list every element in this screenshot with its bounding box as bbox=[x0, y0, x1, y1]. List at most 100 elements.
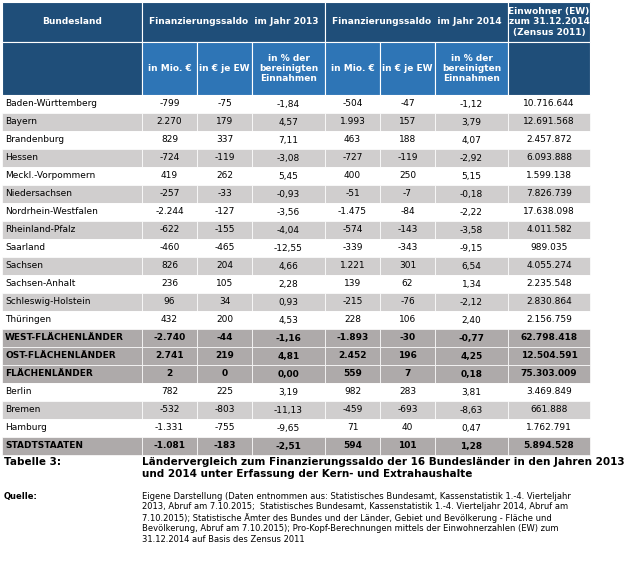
Bar bbox=[142, 329, 197, 347]
Text: Finanzierungssaldo  im Jahr 2013: Finanzierungssaldo im Jahr 2013 bbox=[149, 18, 318, 26]
Text: 400: 400 bbox=[344, 171, 361, 180]
Bar bbox=[197, 257, 252, 275]
Text: -0,77: -0,77 bbox=[458, 333, 484, 342]
Bar bbox=[142, 239, 197, 257]
Text: 62.798.418: 62.798.418 bbox=[521, 333, 578, 342]
Bar bbox=[508, 113, 590, 131]
Bar bbox=[435, 257, 508, 275]
Text: 1,28: 1,28 bbox=[460, 441, 482, 450]
Bar bbox=[252, 167, 325, 185]
Text: in % der
bereinigten
Einnahmen: in % der bereinigten Einnahmen bbox=[259, 53, 318, 83]
Text: 228: 228 bbox=[344, 315, 361, 325]
Text: Bayern: Bayern bbox=[5, 117, 37, 127]
Text: 2,40: 2,40 bbox=[462, 315, 481, 325]
Text: Saarland: Saarland bbox=[5, 244, 45, 252]
Bar bbox=[252, 437, 325, 455]
Bar bbox=[252, 347, 325, 365]
Bar bbox=[252, 42, 325, 95]
Bar bbox=[435, 167, 508, 185]
Text: 4,66: 4,66 bbox=[278, 261, 299, 271]
Bar bbox=[197, 221, 252, 239]
Text: 2,28: 2,28 bbox=[278, 279, 299, 288]
Text: -1.893: -1.893 bbox=[337, 333, 368, 342]
Text: Bremen: Bremen bbox=[5, 406, 41, 414]
Bar bbox=[2, 329, 142, 347]
Text: 75.303.009: 75.303.009 bbox=[521, 369, 578, 379]
Bar bbox=[2, 2, 142, 42]
Text: -460: -460 bbox=[159, 244, 179, 252]
Bar bbox=[142, 185, 197, 203]
Text: 262: 262 bbox=[216, 171, 233, 180]
Text: 12.504.591: 12.504.591 bbox=[521, 352, 578, 360]
Bar bbox=[197, 329, 252, 347]
Bar bbox=[2, 185, 142, 203]
Text: 1.221: 1.221 bbox=[340, 261, 365, 271]
Text: Hessen: Hessen bbox=[5, 153, 38, 163]
Bar bbox=[2, 203, 142, 221]
Bar bbox=[325, 329, 380, 347]
Bar bbox=[142, 95, 197, 113]
Bar bbox=[142, 311, 197, 329]
Bar bbox=[325, 293, 380, 311]
Bar bbox=[508, 239, 590, 257]
Text: Brandenburg: Brandenburg bbox=[5, 136, 64, 144]
Bar bbox=[380, 347, 435, 365]
Text: 2: 2 bbox=[166, 369, 172, 379]
Text: 4,57: 4,57 bbox=[278, 117, 299, 127]
Bar bbox=[508, 185, 590, 203]
Text: 982: 982 bbox=[344, 387, 361, 396]
Bar bbox=[2, 95, 142, 113]
Bar bbox=[380, 329, 435, 347]
Text: -1,16: -1,16 bbox=[276, 333, 301, 342]
Text: 559: 559 bbox=[343, 369, 362, 379]
Bar bbox=[2, 365, 142, 383]
Text: 236: 236 bbox=[161, 279, 178, 288]
Text: 782: 782 bbox=[161, 387, 178, 396]
Text: -727: -727 bbox=[342, 153, 363, 163]
Bar bbox=[435, 203, 508, 221]
Text: -459: -459 bbox=[342, 406, 363, 414]
Bar bbox=[380, 42, 435, 95]
Text: -1,84: -1,84 bbox=[277, 100, 300, 109]
Text: 2.452: 2.452 bbox=[339, 352, 366, 360]
Bar bbox=[252, 419, 325, 437]
Text: 105: 105 bbox=[216, 279, 233, 288]
Bar bbox=[508, 257, 590, 275]
Bar bbox=[508, 167, 590, 185]
Bar bbox=[380, 365, 435, 383]
Text: Eigene Darstellung (Daten entnommen aus: Statistisches Bundesamt, Kassenstatisti: Eigene Darstellung (Daten entnommen aus:… bbox=[142, 492, 571, 544]
Text: 34: 34 bbox=[219, 298, 230, 306]
Text: -127: -127 bbox=[214, 207, 235, 217]
Text: -7: -7 bbox=[403, 190, 412, 198]
Bar bbox=[380, 437, 435, 455]
Text: -343: -343 bbox=[398, 244, 418, 252]
Bar bbox=[435, 95, 508, 113]
Bar bbox=[325, 365, 380, 383]
Bar bbox=[2, 113, 142, 131]
Text: 7: 7 bbox=[404, 369, 411, 379]
Text: 62: 62 bbox=[402, 279, 413, 288]
Text: 301: 301 bbox=[399, 261, 416, 271]
Text: Tabelle 3:: Tabelle 3: bbox=[4, 457, 61, 467]
Text: 157: 157 bbox=[399, 117, 416, 127]
Bar bbox=[435, 275, 508, 293]
Bar bbox=[435, 185, 508, 203]
Text: -2,22: -2,22 bbox=[460, 207, 483, 217]
Text: 3,81: 3,81 bbox=[462, 387, 481, 396]
Bar bbox=[380, 419, 435, 437]
Text: Sachsen-Anhalt: Sachsen-Anhalt bbox=[5, 279, 75, 288]
Text: 4.011.582: 4.011.582 bbox=[526, 225, 572, 234]
Bar bbox=[508, 365, 590, 383]
Bar bbox=[197, 203, 252, 221]
Text: 4,25: 4,25 bbox=[460, 352, 482, 360]
Text: 7.826.739: 7.826.739 bbox=[526, 190, 572, 198]
Bar bbox=[325, 2, 508, 42]
Bar bbox=[252, 221, 325, 239]
Text: 40: 40 bbox=[402, 423, 413, 433]
Text: 200: 200 bbox=[216, 315, 233, 325]
Text: -755: -755 bbox=[214, 423, 235, 433]
Text: -339: -339 bbox=[342, 244, 363, 252]
Bar bbox=[380, 131, 435, 149]
Bar bbox=[142, 167, 197, 185]
Text: -12,55: -12,55 bbox=[274, 244, 303, 252]
